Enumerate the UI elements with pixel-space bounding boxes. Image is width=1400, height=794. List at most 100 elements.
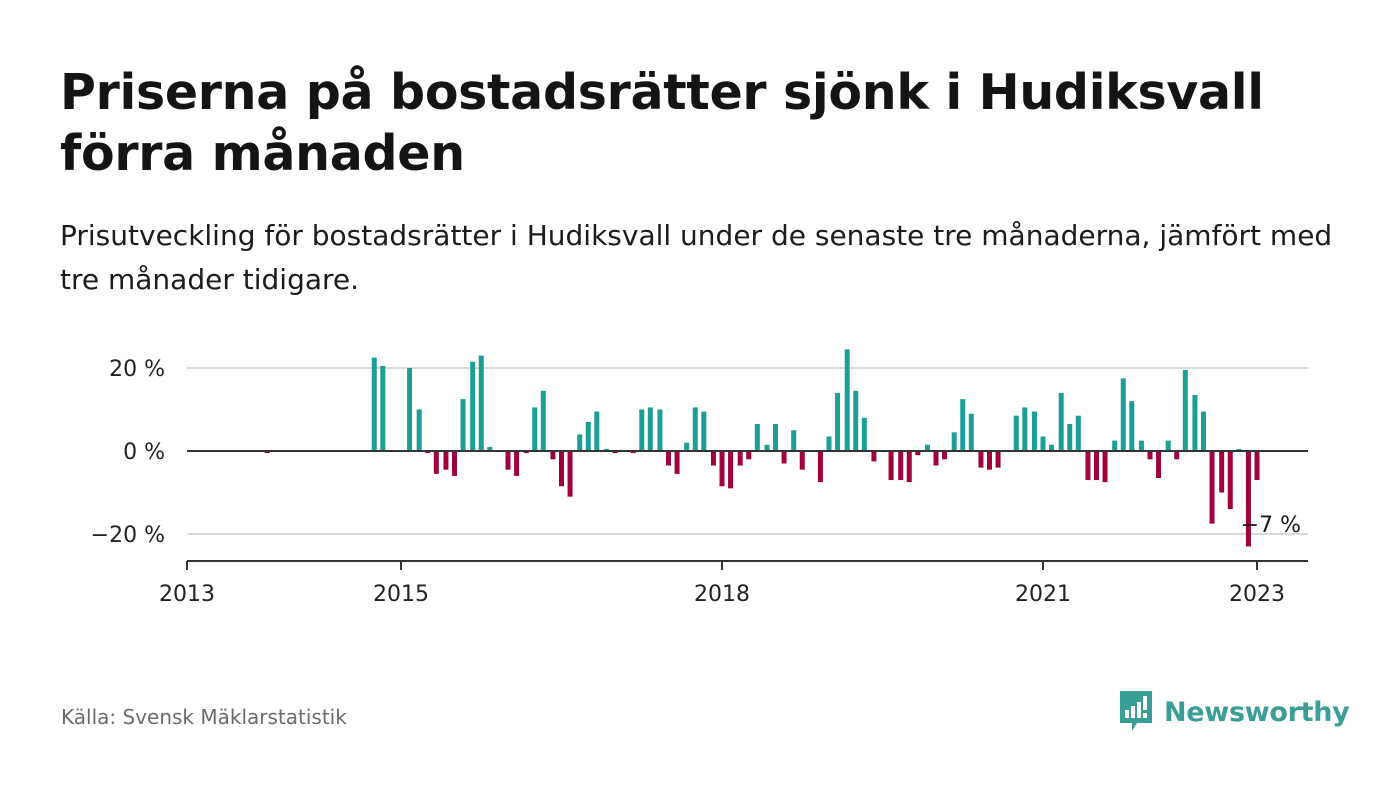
bar bbox=[612, 451, 618, 454]
bar bbox=[1165, 440, 1171, 451]
bar bbox=[380, 365, 386, 451]
bar bbox=[523, 451, 529, 454]
bar bbox=[1058, 392, 1064, 451]
bar bbox=[719, 451, 725, 487]
bar bbox=[1209, 451, 1215, 524]
bar bbox=[942, 451, 948, 460]
bar bbox=[1075, 415, 1081, 451]
bar bbox=[433, 451, 439, 474]
bar bbox=[1013, 415, 1019, 451]
bar bbox=[460, 399, 466, 451]
bar bbox=[754, 424, 760, 451]
bar bbox=[915, 451, 921, 456]
bar bbox=[933, 451, 939, 466]
bar bbox=[666, 451, 671, 466]
bar bbox=[773, 424, 778, 451]
bar bbox=[968, 413, 974, 451]
bar bbox=[1040, 436, 1046, 451]
bar bbox=[764, 444, 770, 451]
bar bbox=[853, 390, 859, 451]
bar bbox=[861, 417, 867, 451]
bar bbox=[1129, 401, 1135, 451]
bar bbox=[791, 430, 797, 451]
bar bbox=[1085, 451, 1091, 481]
bar bbox=[594, 411, 600, 451]
bar bbox=[924, 444, 930, 451]
bar bbox=[684, 442, 690, 451]
x-tick-label: 2023 bbox=[1229, 582, 1285, 607]
bar-chart: −20 % 0 % 20 % 2013 2015 2018 2021 2023 −7 % bbox=[91, 349, 1308, 607]
bar bbox=[452, 451, 457, 476]
bar bbox=[1120, 378, 1126, 451]
bar bbox=[630, 451, 636, 454]
bar bbox=[844, 349, 850, 451]
bar bbox=[728, 451, 734, 489]
bar bbox=[701, 411, 707, 451]
bar bbox=[505, 451, 511, 470]
bar bbox=[1022, 407, 1028, 451]
y-tick-label: 20 % bbox=[109, 357, 165, 382]
bar bbox=[514, 451, 520, 476]
bar bbox=[1112, 440, 1118, 451]
bar bbox=[1245, 451, 1251, 547]
bar bbox=[470, 361, 476, 451]
newsworthy-logo-text: Newsworthy bbox=[1164, 696, 1350, 728]
bar bbox=[817, 451, 823, 483]
bar bbox=[835, 392, 841, 451]
bar bbox=[532, 407, 538, 451]
bar bbox=[603, 448, 609, 451]
bar bbox=[1254, 451, 1260, 481]
newsworthy-logo-icon bbox=[1120, 691, 1152, 731]
bar bbox=[1201, 411, 1206, 451]
axes: −20 % 0 % 20 % 2013 2015 2018 2021 2023 −7 % bbox=[91, 357, 1308, 607]
bar bbox=[692, 407, 698, 451]
bar bbox=[906, 451, 912, 483]
bar bbox=[1192, 394, 1198, 451]
bar bbox=[1236, 448, 1242, 451]
bar bbox=[799, 451, 805, 470]
annotation-label: −7 % bbox=[1241, 513, 1301, 538]
bar bbox=[577, 434, 583, 451]
bar bbox=[1031, 411, 1037, 451]
source-note: Källa: Svensk Mäklarstatistik bbox=[61, 705, 347, 729]
bar bbox=[1174, 451, 1180, 460]
x-tick-label: 2013 bbox=[159, 582, 215, 607]
bar bbox=[737, 451, 743, 466]
bar bbox=[487, 446, 493, 451]
x-tick-label: 2021 bbox=[1015, 582, 1071, 607]
y-tick-label: −20 % bbox=[91, 523, 165, 548]
bar bbox=[674, 451, 680, 474]
bar bbox=[559, 451, 564, 487]
bar bbox=[540, 390, 546, 451]
bar bbox=[871, 451, 877, 462]
bar bbox=[1227, 451, 1233, 510]
bar bbox=[443, 451, 449, 470]
chart-title: Priserna på bostadsrätter sjönk i Hudiks… bbox=[60, 64, 1264, 182]
y-tick-label: 0 % bbox=[123, 440, 165, 465]
bar bbox=[416, 409, 422, 451]
bar bbox=[781, 451, 787, 464]
bar bbox=[567, 451, 573, 497]
bar bbox=[898, 451, 904, 481]
bar bbox=[995, 451, 1001, 468]
bar bbox=[987, 451, 992, 470]
bar bbox=[1067, 424, 1073, 451]
x-tick-label: 2018 bbox=[694, 582, 750, 607]
bar bbox=[960, 399, 966, 451]
bar bbox=[1049, 444, 1055, 451]
bar bbox=[1094, 451, 1099, 481]
bar bbox=[826, 436, 832, 451]
bar bbox=[1138, 440, 1144, 451]
bar bbox=[951, 432, 957, 451]
x-tick-label: 2015 bbox=[373, 582, 429, 607]
bar bbox=[639, 409, 645, 451]
bar bbox=[710, 451, 716, 466]
bar bbox=[550, 451, 556, 460]
bars bbox=[264, 349, 1260, 547]
bar bbox=[478, 355, 484, 451]
bar bbox=[425, 451, 431, 454]
bar bbox=[746, 451, 752, 460]
newsworthy-logo[interactable]: Newsworthy bbox=[1118, 690, 1350, 734]
bar bbox=[1156, 451, 1162, 478]
bar bbox=[647, 407, 653, 451]
